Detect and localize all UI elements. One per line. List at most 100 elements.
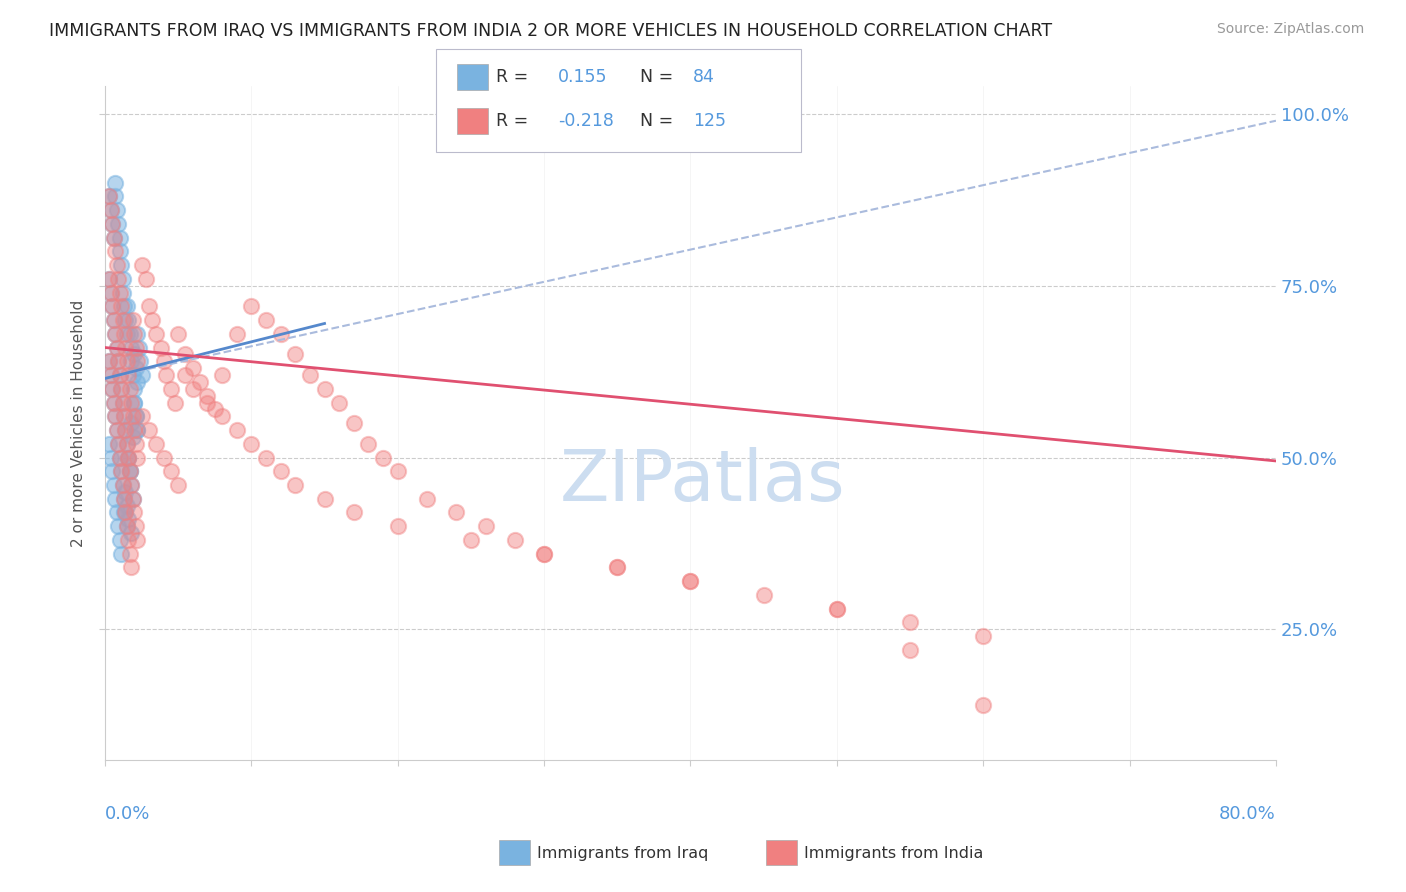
Point bbox=[104, 409, 127, 424]
Point bbox=[115, 299, 138, 313]
Point bbox=[211, 368, 233, 382]
Point bbox=[160, 382, 183, 396]
Point bbox=[131, 409, 153, 424]
Point bbox=[107, 217, 129, 231]
Point bbox=[105, 423, 128, 437]
Point bbox=[122, 326, 145, 341]
Point bbox=[108, 450, 131, 465]
Point bbox=[112, 409, 135, 424]
Point bbox=[174, 347, 197, 361]
Text: -0.218: -0.218 bbox=[558, 112, 614, 130]
Point bbox=[104, 189, 127, 203]
Text: N =: N = bbox=[640, 112, 673, 130]
Point bbox=[98, 354, 121, 368]
Point bbox=[122, 347, 145, 361]
Point bbox=[343, 416, 366, 430]
Point bbox=[117, 313, 139, 327]
Point bbox=[117, 450, 139, 465]
Y-axis label: 2 or more Vehicles in Household: 2 or more Vehicles in Household bbox=[72, 300, 86, 547]
Point bbox=[104, 491, 127, 506]
Point bbox=[121, 430, 143, 444]
Point bbox=[125, 519, 148, 533]
Point bbox=[108, 368, 131, 382]
Point bbox=[314, 382, 336, 396]
Point bbox=[120, 478, 142, 492]
Point bbox=[110, 464, 132, 478]
Point bbox=[104, 326, 127, 341]
Point bbox=[127, 423, 149, 437]
Point bbox=[284, 347, 307, 361]
Point bbox=[131, 258, 153, 272]
Point bbox=[128, 341, 150, 355]
Point bbox=[197, 395, 219, 409]
Text: R =: R = bbox=[496, 68, 529, 86]
Point bbox=[98, 436, 121, 450]
Point bbox=[107, 354, 129, 368]
Point bbox=[110, 464, 132, 478]
Point bbox=[181, 361, 204, 376]
Point bbox=[104, 176, 127, 190]
Point bbox=[898, 643, 921, 657]
Point bbox=[105, 258, 128, 272]
Point bbox=[122, 395, 145, 409]
Point bbox=[115, 436, 138, 450]
Point bbox=[135, 272, 157, 286]
Text: 84: 84 bbox=[693, 68, 716, 86]
Point bbox=[100, 285, 122, 300]
Point bbox=[107, 519, 129, 533]
Point bbox=[98, 354, 121, 368]
Text: N =: N = bbox=[640, 68, 673, 86]
Point bbox=[188, 375, 211, 389]
Point bbox=[371, 450, 394, 465]
Point bbox=[121, 491, 143, 506]
Point bbox=[111, 285, 134, 300]
Point bbox=[284, 478, 307, 492]
Point bbox=[118, 464, 141, 478]
Point bbox=[152, 450, 174, 465]
Text: R =: R = bbox=[496, 112, 529, 130]
Point bbox=[110, 299, 132, 313]
Point bbox=[108, 368, 131, 382]
Point bbox=[117, 450, 139, 465]
Point bbox=[107, 272, 129, 286]
Point bbox=[120, 395, 142, 409]
Point bbox=[211, 409, 233, 424]
Point bbox=[328, 395, 350, 409]
Point bbox=[167, 478, 190, 492]
Point bbox=[240, 299, 263, 313]
Point bbox=[112, 299, 135, 313]
Point bbox=[100, 368, 122, 382]
Point bbox=[127, 533, 149, 547]
Point bbox=[107, 436, 129, 450]
Point bbox=[98, 272, 121, 286]
Point bbox=[108, 285, 131, 300]
Point bbox=[121, 491, 143, 506]
Point bbox=[152, 354, 174, 368]
Point bbox=[101, 382, 124, 396]
Point bbox=[117, 368, 139, 382]
Point bbox=[115, 326, 138, 341]
Point bbox=[606, 560, 628, 574]
Point bbox=[120, 354, 142, 368]
Point bbox=[112, 491, 135, 506]
Point bbox=[387, 464, 409, 478]
Point bbox=[111, 395, 134, 409]
Point bbox=[120, 526, 142, 541]
Point bbox=[165, 395, 187, 409]
Point bbox=[110, 258, 132, 272]
Point bbox=[127, 326, 149, 341]
Point bbox=[98, 272, 121, 286]
Point bbox=[101, 464, 124, 478]
Point bbox=[111, 395, 134, 409]
Point bbox=[343, 506, 366, 520]
Point bbox=[225, 423, 247, 437]
Point bbox=[112, 409, 135, 424]
Point bbox=[160, 464, 183, 478]
Point bbox=[120, 478, 142, 492]
Point bbox=[127, 354, 149, 368]
Point bbox=[118, 464, 141, 478]
Point bbox=[131, 368, 153, 382]
Point bbox=[127, 375, 149, 389]
Point bbox=[115, 519, 138, 533]
Point bbox=[105, 341, 128, 355]
